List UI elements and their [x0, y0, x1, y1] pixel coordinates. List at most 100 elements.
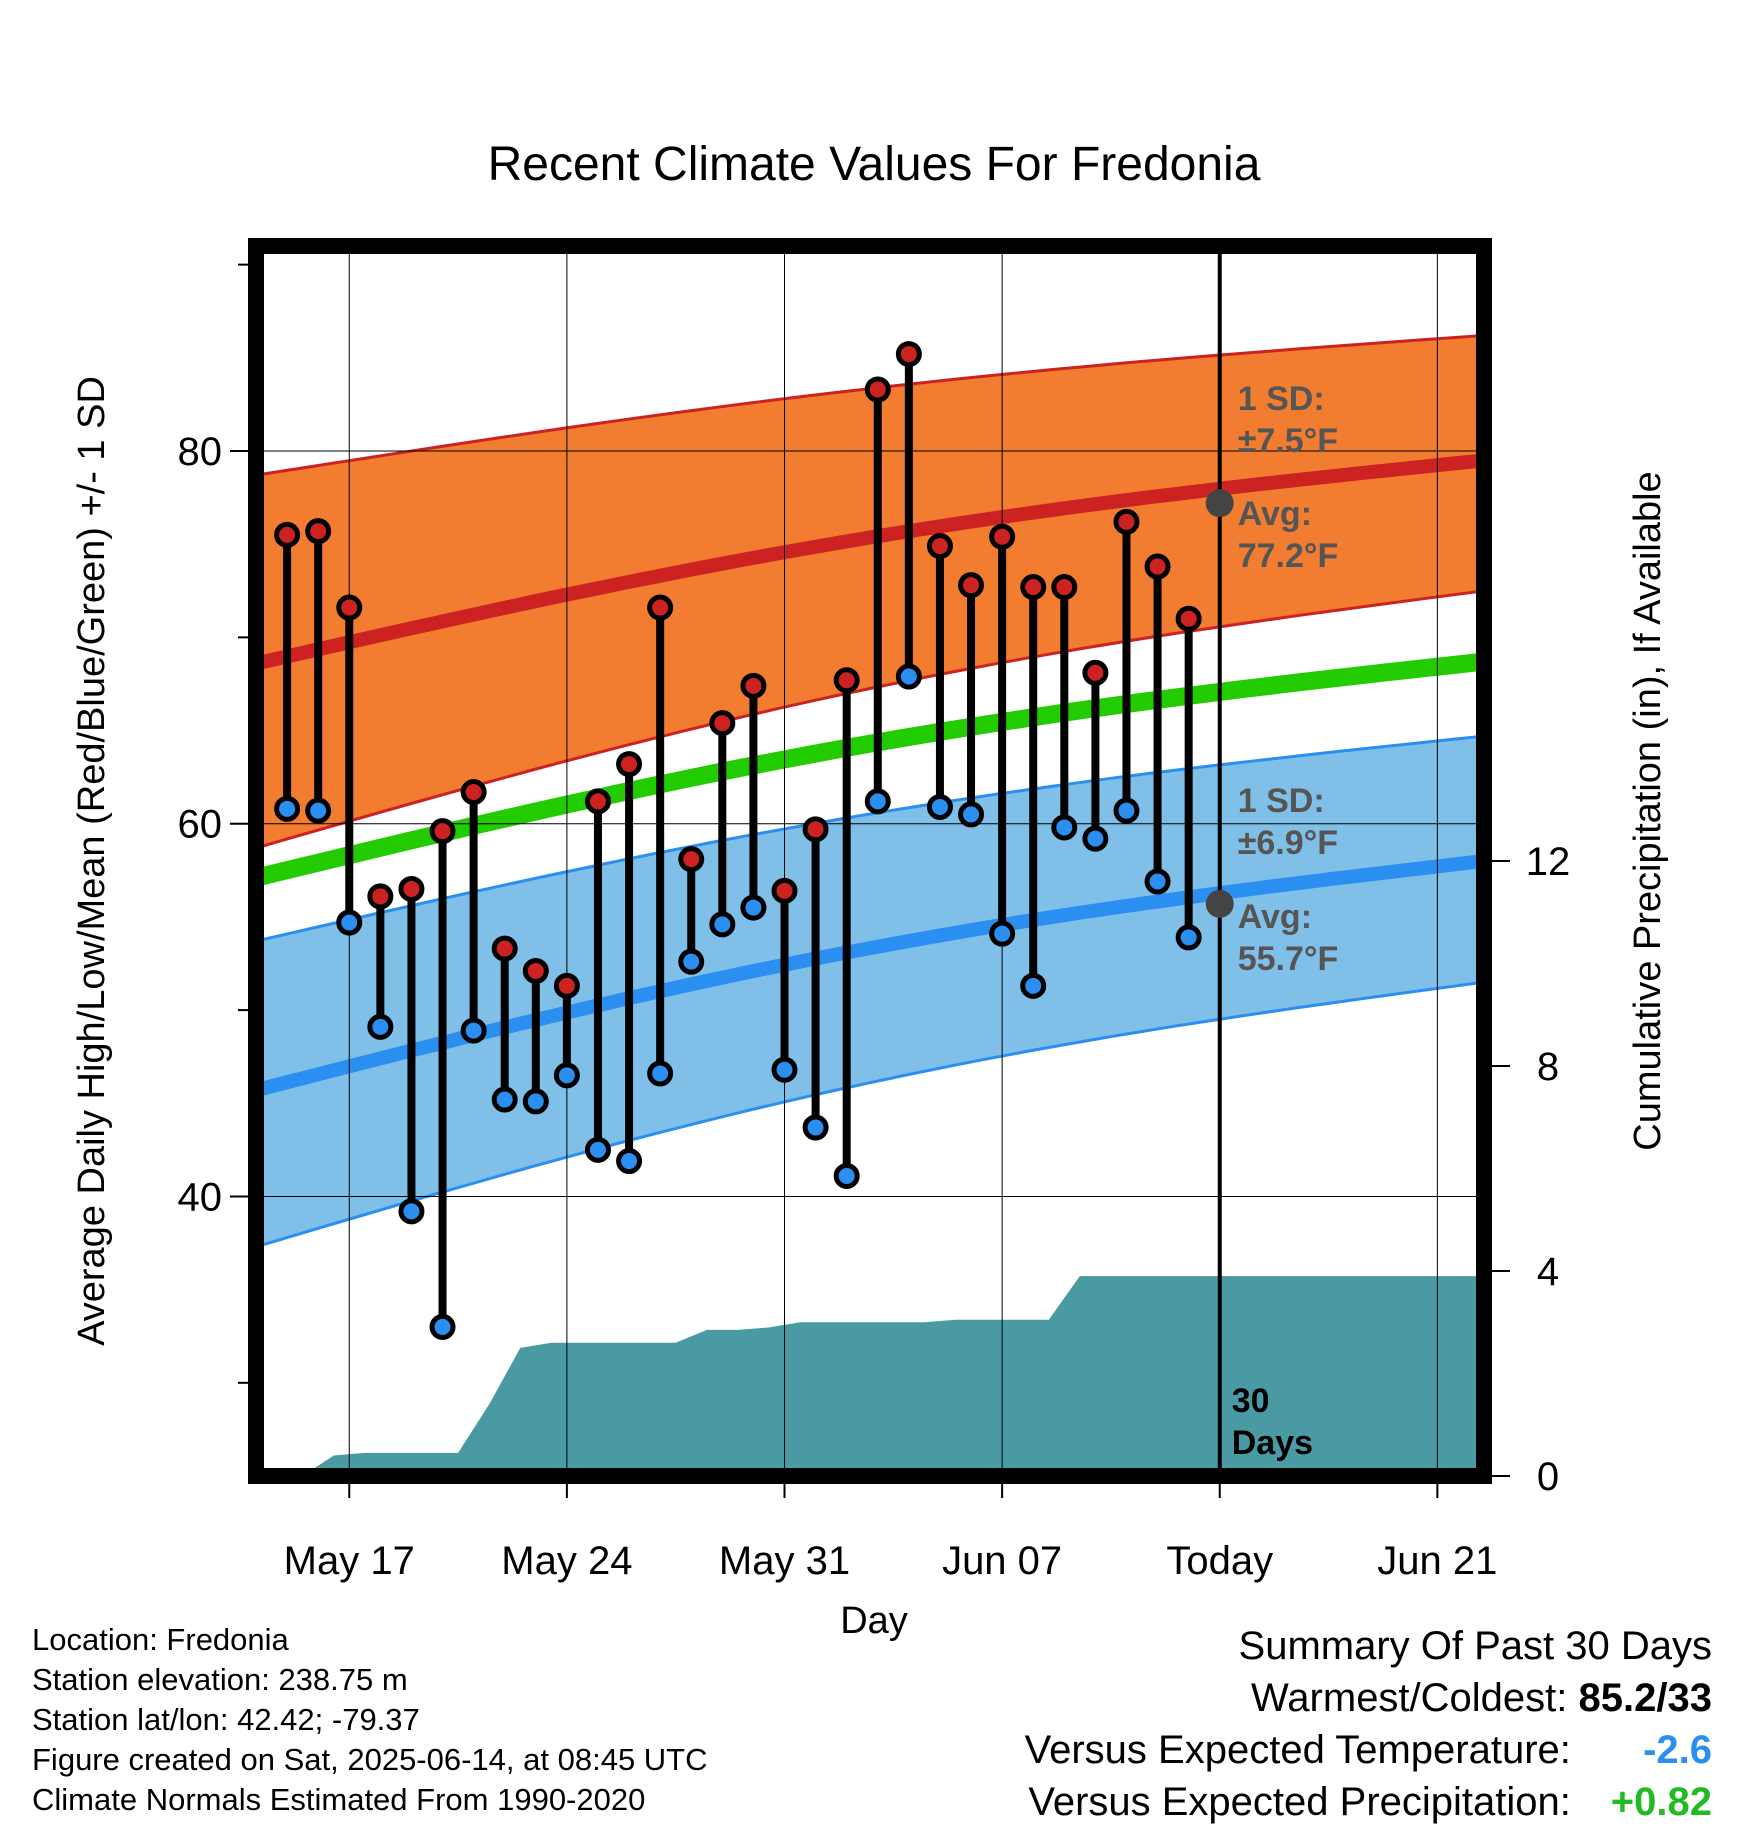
y2-tick-label: 8	[1537, 1045, 1559, 1089]
high-marker	[958, 572, 985, 599]
high-marker	[740, 672, 767, 699]
low-marker	[771, 1056, 798, 1083]
temp-label: Versus Expected Temperature:	[1024, 1728, 1571, 1772]
low-plus-sd-line	[256, 734, 1484, 943]
low-marker	[802, 1114, 829, 1141]
low-avg-value: 55.7°F	[1238, 940, 1339, 978]
low-avg-label: Avg:	[1238, 898, 1312, 936]
y2-tick-label: 4	[1537, 1250, 1559, 1294]
high-marker	[553, 972, 580, 999]
y-tick-label: 80	[178, 430, 223, 474]
summary-panel: Summary Of Past 30 Days Warmest/Coldest:…	[1025, 1620, 1712, 1828]
low-marker	[336, 909, 363, 936]
precip-value: +0.82	[1610, 1780, 1712, 1824]
high-marker	[895, 341, 922, 368]
y-axis-label: Average Daily High/Low/Mean (Red/Blue/Gr…	[71, 376, 113, 1346]
high-avg-line	[256, 453, 1484, 671]
high-minus-sd-line	[256, 589, 1484, 850]
high-marker	[771, 877, 798, 904]
high-marker	[367, 883, 394, 910]
low-marker	[678, 948, 705, 975]
high-marker	[1051, 574, 1078, 601]
low-sd-value: ±6.9°F	[1238, 824, 1338, 862]
low-marker	[989, 920, 1016, 947]
x-tick-label: May 24	[501, 1539, 632, 1583]
high-marker	[460, 779, 487, 806]
low-marker	[553, 1062, 580, 1089]
high-marker	[584, 788, 611, 815]
y-tick-label: 40	[178, 1175, 223, 1219]
low-marker	[1051, 814, 1078, 841]
low-marker	[274, 795, 301, 822]
high-marker	[833, 667, 860, 694]
y2-tick-label: 12	[1526, 840, 1571, 884]
summary-temp-row: Versus Expected Temperature: -2.6	[1025, 1724, 1712, 1776]
low-marker	[429, 1313, 456, 1340]
y2-tick-label: 0	[1537, 1455, 1559, 1499]
station-latlon: Station lat/lon: 42.42; -79.37	[32, 1702, 420, 1737]
high-marker	[709, 710, 736, 737]
low-marker	[958, 801, 985, 828]
low-marker	[367, 1013, 394, 1040]
high-marker	[616, 751, 643, 778]
mean-avg-line	[256, 652, 1484, 887]
high-avg-label: Avg:	[1238, 495, 1312, 533]
x-tick-label: Jun 07	[942, 1539, 1062, 1583]
low-marker	[584, 1136, 611, 1163]
high-marker	[1175, 605, 1202, 632]
high-avg-value: 77.2°F	[1238, 537, 1339, 575]
figure-created: Figure created on Sat, 2025-06-14, at 08…	[32, 1742, 708, 1777]
y-tick-label: 60	[178, 803, 223, 847]
low-marker	[647, 1060, 674, 1087]
warmest-value: 85.2/33	[1578, 1676, 1712, 1720]
days-word-label: Days	[1232, 1424, 1313, 1462]
high-marker	[305, 518, 332, 545]
today-high-avg-marker	[1205, 489, 1234, 518]
high-marker	[1020, 574, 1047, 601]
precip-area	[271, 1276, 1484, 1476]
low-minus-sd-line	[256, 980, 1484, 1249]
low-marker	[709, 911, 736, 938]
high-marker	[336, 594, 363, 621]
station-info: Location: Fredonia Station elevation: 23…	[32, 1620, 708, 1820]
plot-frame	[248, 238, 1492, 1484]
low-marker	[522, 1088, 549, 1115]
plot-content	[256, 246, 1484, 1476]
summary-title: Summary Of Past 30 Days	[1238, 1624, 1712, 1668]
high-marker	[429, 818, 456, 845]
low-marker	[1082, 825, 1109, 852]
low-marker	[833, 1162, 860, 1189]
normals-period: Climate Normals Estimated From 1990-2020	[32, 1782, 646, 1817]
low-marker	[926, 793, 953, 820]
low-marker	[740, 894, 767, 921]
low-marker	[616, 1148, 643, 1175]
today-low-avg-marker	[1205, 889, 1234, 918]
low-marker	[491, 1086, 518, 1113]
high-marker	[1144, 553, 1171, 580]
x-tick-label: May 31	[719, 1539, 850, 1583]
low-marker	[1175, 924, 1202, 951]
summary-warmest-row: Warmest/Coldest: 85.2/33	[1025, 1672, 1712, 1724]
y2-axis-label: Cumulative Precipitation (in), If Availa…	[1627, 471, 1669, 1150]
high-marker	[678, 846, 705, 873]
x-tick-label: Today	[1166, 1539, 1273, 1583]
high-marker	[1082, 659, 1109, 686]
high-marker	[1113, 508, 1140, 535]
high-marker	[989, 523, 1016, 550]
station-location: Location: Fredonia	[32, 1622, 289, 1657]
chart-title: Recent Climate Values For Fredonia	[488, 138, 1261, 191]
high-marker	[522, 957, 549, 984]
high-marker	[398, 875, 425, 902]
low-marker	[1144, 868, 1171, 895]
high-sd-label: 1 SD:	[1238, 380, 1325, 418]
plot-area: 1 SD: ±7.5°F Avg: 77.2°F 1 SD: ±6.9°F Avg: 55.7…	[178, 238, 1571, 1583]
warmest-label: Warmest/Coldest:	[1251, 1676, 1568, 1720]
high-marker	[647, 594, 674, 621]
high-marker	[802, 816, 829, 843]
low-marker	[460, 1017, 487, 1044]
high-sd-value: ±7.5°F	[1238, 422, 1338, 460]
low-marker	[1020, 972, 1047, 999]
high-sd-band	[256, 335, 1484, 848]
low-marker	[398, 1198, 425, 1225]
low-avg-line	[256, 854, 1484, 1097]
